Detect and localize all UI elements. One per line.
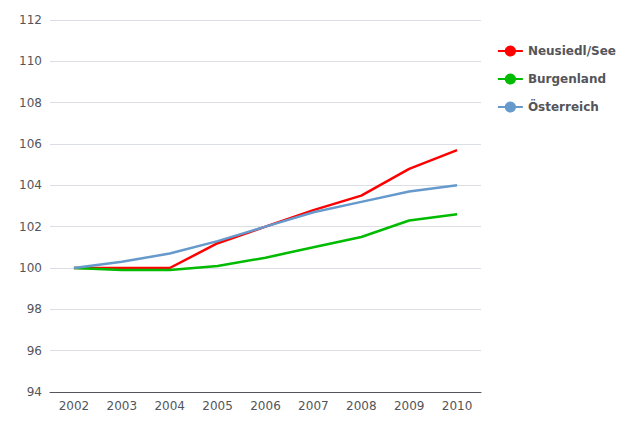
svg-text:94: 94 (27, 385, 42, 399)
svg-text:2006: 2006 (250, 399, 281, 413)
svg-text:2008: 2008 (346, 399, 377, 413)
svg-text:2009: 2009 (394, 399, 425, 413)
svg-text:Neusiedl/See: Neusiedl/See (528, 44, 616, 58)
svg-text:104: 104 (19, 178, 42, 192)
svg-text:Österreich: Österreich (528, 99, 599, 114)
svg-text:98: 98 (27, 302, 42, 316)
svg-text:2004: 2004 (154, 399, 185, 413)
svg-text:2003: 2003 (107, 399, 138, 413)
svg-text:102: 102 (19, 220, 42, 234)
svg-text:2010: 2010 (442, 399, 473, 413)
svg-text:106: 106 (19, 137, 42, 151)
svg-text:100: 100 (19, 261, 42, 275)
svg-text:108: 108 (19, 96, 42, 110)
svg-text:2002: 2002 (59, 399, 90, 413)
svg-text:2007: 2007 (298, 399, 329, 413)
svg-text:96: 96 (27, 344, 42, 358)
svg-text:110: 110 (19, 54, 42, 68)
svg-text:2005: 2005 (202, 399, 233, 413)
svg-text:112: 112 (19, 13, 42, 27)
svg-text:Burgenland: Burgenland (528, 72, 606, 86)
